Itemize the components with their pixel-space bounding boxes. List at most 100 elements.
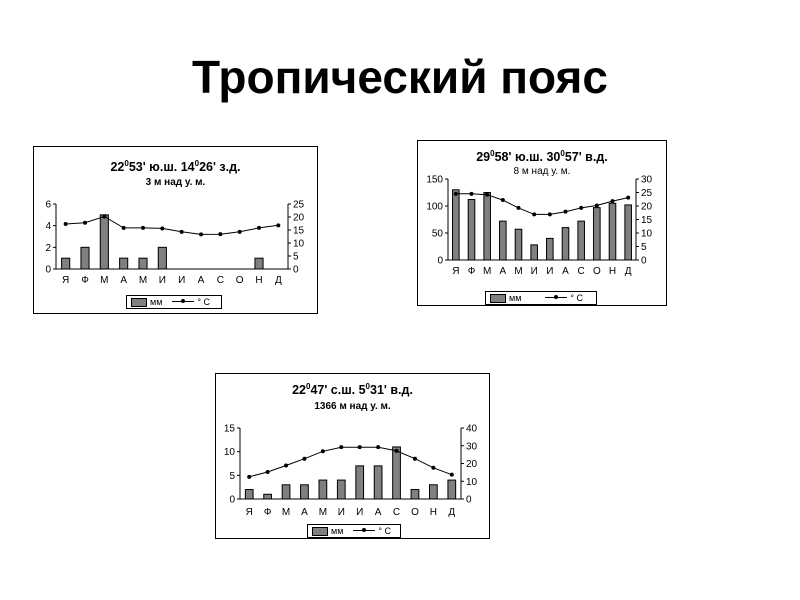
temperature-point [339, 445, 344, 450]
temperature-point [500, 198, 505, 203]
temperature-point [357, 445, 362, 450]
chart-legend: мм ° С [126, 295, 222, 309]
temperature-point [469, 191, 474, 196]
left-tick-label: 100 [426, 202, 443, 213]
right-tick-label: 30 [466, 441, 478, 452]
month-label: И [338, 507, 345, 518]
left-tick-label: 6 [45, 200, 51, 211]
right-tick-label: 15 [641, 215, 653, 226]
month-label: А [499, 266, 506, 277]
precip-bar [530, 244, 538, 261]
precip-bar [336, 479, 346, 500]
right-tick-label: 15 [293, 226, 305, 237]
legend-label-temp: ° С [197, 297, 210, 307]
longitude-degrees: 30 [546, 150, 561, 164]
precip-bar [483, 192, 491, 261]
left-tick-label: 0 [45, 265, 51, 276]
right-tick-label: 5 [293, 252, 299, 263]
precip-bar [300, 484, 309, 500]
latitude-minutes: 53' ю.ш. [128, 160, 178, 174]
legend-line-swatch [545, 294, 568, 302]
precip-bar [254, 257, 264, 270]
precip-bar [263, 493, 272, 500]
precip-bar [373, 465, 383, 500]
temperature-point [63, 222, 68, 227]
temperature-point [179, 229, 184, 234]
month-label: А [198, 275, 205, 286]
temperature-point [265, 470, 270, 475]
temperature-point [376, 445, 381, 450]
month-label: И [356, 507, 363, 518]
longitude-minutes: 57' в.д. [564, 150, 608, 164]
month-label: Д [275, 275, 282, 286]
precip-bar [593, 207, 601, 261]
temperature-point [121, 225, 126, 230]
precip-bar [410, 489, 420, 500]
temperature-point [626, 195, 631, 200]
degree-mark: 0 [560, 148, 565, 158]
month-label: Ф [81, 275, 89, 286]
right-tick-label: 25 [293, 200, 305, 211]
left-tick-label: 0 [437, 256, 443, 267]
temperature-line [249, 446, 452, 478]
month-label: М [514, 266, 522, 277]
precip-bar [281, 484, 291, 500]
latitude-minutes: 58' ю.ш. [494, 150, 543, 164]
precip-bar [99, 214, 109, 270]
legend-label-mm: мм [150, 297, 163, 307]
legend-label-temp: ° С [570, 293, 583, 303]
month-label: Я [452, 266, 459, 277]
temperature-point [102, 214, 107, 219]
precip-bar [355, 465, 365, 500]
month-label: М [100, 275, 108, 286]
temperature-line [455, 193, 629, 215]
degree-mark: 0 [305, 381, 311, 391]
chart-elevation: 3 м над у. м. [145, 177, 206, 188]
precip-bar [157, 246, 167, 270]
precip-bar [80, 246, 90, 270]
month-label: И [546, 266, 553, 277]
temperature-point [516, 205, 521, 210]
temperature-point [431, 465, 436, 470]
left-tick-label: 4 [45, 221, 51, 232]
longitude-minutes: 31' в.д. [370, 383, 413, 397]
chart-elevation: 8 м над у. м. [513, 166, 571, 177]
left-tick-label: 0 [229, 495, 235, 506]
degree-mark: 0 [490, 148, 495, 158]
degree-mark: 0 [194, 158, 200, 168]
chart-legend: мм ° С [485, 291, 597, 305]
month-label: Ф [468, 266, 476, 277]
month-label: О [236, 275, 244, 286]
precip-bar [499, 220, 507, 261]
temperature-point [610, 199, 615, 204]
right-tick-label: 20 [466, 459, 478, 470]
month-label: И [178, 275, 185, 286]
left-tick-label: 15 [224, 424, 236, 435]
precip-bar [61, 257, 71, 270]
latitude-minutes: 47' с.ш. [310, 383, 356, 397]
temperature-point [160, 226, 165, 231]
month-label: Н [255, 275, 262, 286]
degree-mark: 0 [365, 381, 370, 391]
right-tick-label: 0 [466, 495, 472, 506]
longitude-minutes: 26' з.д. [199, 160, 241, 174]
temperature-point [276, 223, 281, 228]
month-label: О [593, 266, 601, 277]
temperature-point [412, 456, 417, 461]
month-label: С [393, 507, 400, 518]
left-tick-label: 2 [45, 243, 51, 254]
month-label: С [217, 275, 224, 286]
legend-label-mm: мм [509, 293, 522, 303]
legend-bar-swatch [131, 297, 147, 307]
precip-bar [467, 199, 476, 261]
chart-coordinates: 22047' с.ш. 5031' в.д. [216, 381, 489, 397]
precip-bar [119, 257, 129, 270]
right-tick-label: 20 [293, 213, 305, 224]
latitude-degrees: 22 [110, 160, 125, 174]
month-label: Н [609, 266, 616, 277]
month-label: М [319, 507, 327, 518]
longitude-degrees: 5 [358, 383, 366, 397]
right-tick-label: 5 [641, 242, 647, 253]
